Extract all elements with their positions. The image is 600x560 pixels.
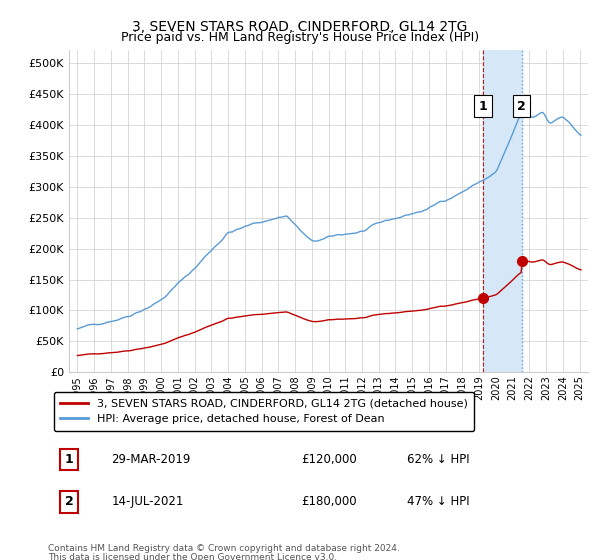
Text: 29-MAR-2019: 29-MAR-2019 — [112, 453, 191, 466]
Text: £180,000: £180,000 — [301, 495, 357, 508]
Text: 14-JUL-2021: 14-JUL-2021 — [112, 495, 184, 508]
Text: 1: 1 — [65, 453, 73, 466]
Text: Price paid vs. HM Land Registry's House Price Index (HPI): Price paid vs. HM Land Registry's House … — [121, 31, 479, 44]
Text: £120,000: £120,000 — [301, 453, 357, 466]
Text: Contains HM Land Registry data © Crown copyright and database right 2024.: Contains HM Land Registry data © Crown c… — [48, 544, 400, 553]
Text: 62% ↓ HPI: 62% ↓ HPI — [407, 453, 470, 466]
Bar — [483, 50, 522, 372]
Text: 2: 2 — [65, 495, 73, 508]
Text: 2: 2 — [517, 100, 526, 113]
Text: 3, SEVEN STARS ROAD, CINDERFORD, GL14 2TG: 3, SEVEN STARS ROAD, CINDERFORD, GL14 2T… — [133, 20, 467, 34]
Text: 1: 1 — [479, 100, 487, 113]
Text: 47% ↓ HPI: 47% ↓ HPI — [407, 495, 470, 508]
Text: This data is licensed under the Open Government Licence v3.0.: This data is licensed under the Open Gov… — [48, 553, 337, 560]
Legend: 3, SEVEN STARS ROAD, CINDERFORD, GL14 2TG (detached house), HPI: Average price, : 3, SEVEN STARS ROAD, CINDERFORD, GL14 2T… — [53, 392, 475, 431]
